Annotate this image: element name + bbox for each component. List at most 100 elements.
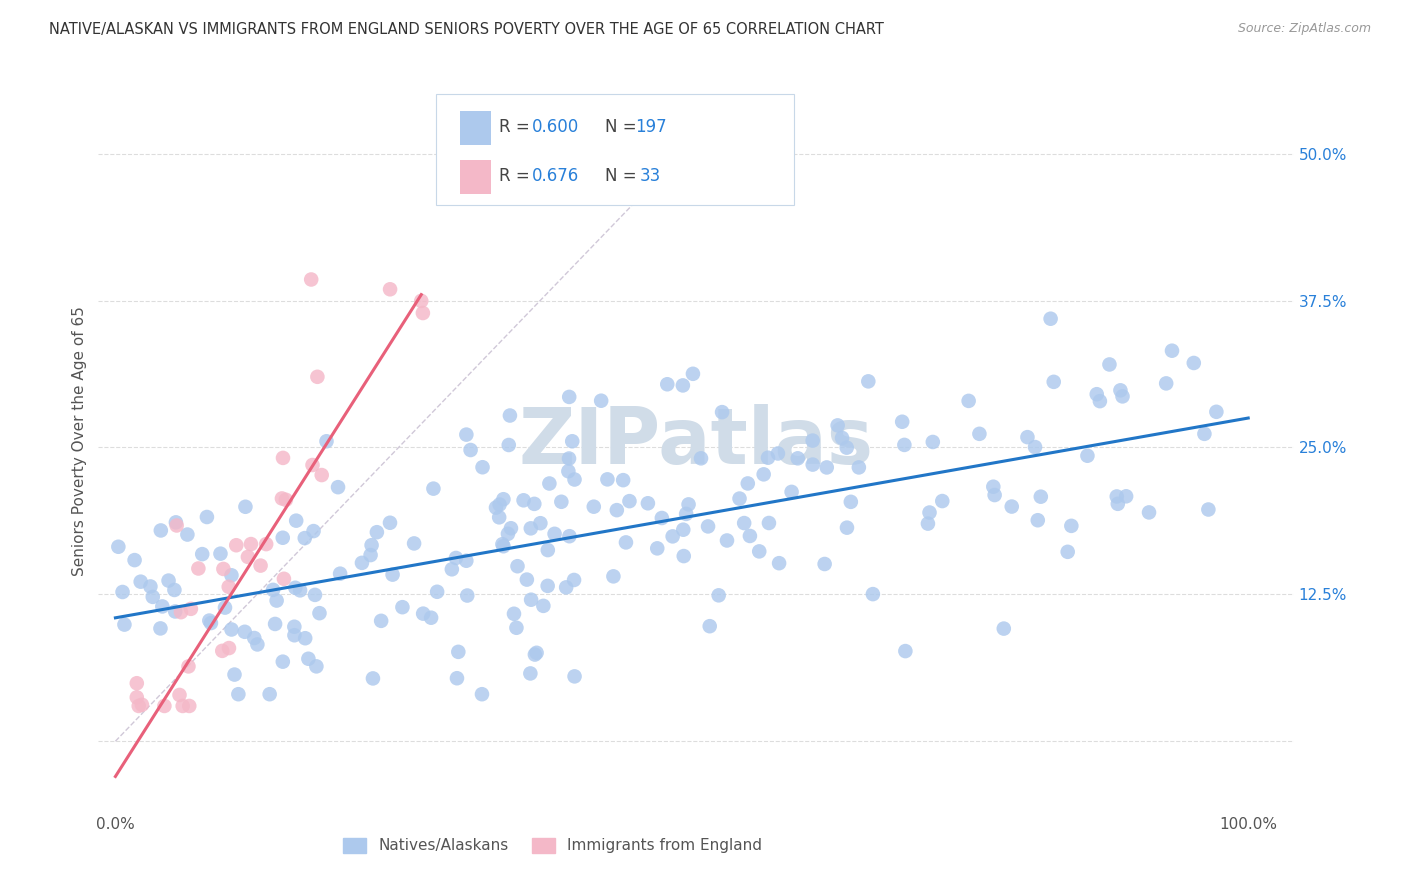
Text: 33: 33	[640, 168, 661, 186]
Point	[983, 488, 1005, 502]
Point	[918, 506, 941, 520]
Point	[301, 458, 323, 472]
Point	[768, 556, 790, 570]
Text: ZIPatlas: ZIPatlas	[519, 403, 873, 480]
Point	[221, 623, 243, 637]
Legend: Natives/Alaskans, Immigrants from England: Natives/Alaskans, Immigrants from Englan…	[337, 831, 768, 860]
Point	[456, 427, 478, 442]
Point	[862, 587, 884, 601]
Point	[488, 498, 510, 512]
Point	[284, 581, 307, 595]
Point	[1076, 449, 1098, 463]
Point	[827, 418, 849, 433]
Point	[224, 667, 246, 681]
Point	[411, 293, 433, 308]
Point	[831, 431, 853, 445]
Point	[839, 495, 862, 509]
Point	[917, 516, 939, 531]
Point	[780, 484, 803, 499]
Point	[329, 566, 352, 581]
Point	[1056, 545, 1078, 559]
Point	[602, 569, 624, 583]
Point	[129, 574, 152, 589]
Point	[236, 549, 259, 564]
Point	[142, 590, 165, 604]
Point	[523, 648, 546, 662]
Text: R =: R =	[499, 118, 536, 136]
Point	[124, 553, 146, 567]
Point	[891, 415, 914, 429]
Point	[492, 492, 515, 507]
Point	[1026, 513, 1049, 527]
Point	[315, 434, 337, 449]
Point	[512, 493, 534, 508]
Point	[485, 500, 508, 515]
Point	[1197, 502, 1219, 516]
Point	[520, 521, 543, 535]
Point	[426, 584, 449, 599]
Point	[657, 377, 679, 392]
Point	[699, 619, 721, 633]
Point	[1105, 490, 1128, 504]
Point	[519, 666, 541, 681]
Point	[259, 687, 281, 701]
Point	[492, 539, 515, 553]
Point	[165, 604, 187, 618]
Point	[651, 511, 673, 525]
Point	[381, 567, 404, 582]
Point	[180, 602, 202, 616]
Point	[422, 482, 444, 496]
Point	[531, 599, 554, 613]
Point	[748, 544, 770, 558]
Point	[756, 450, 779, 465]
Point	[456, 554, 478, 568]
Point	[166, 518, 188, 533]
Point	[1109, 384, 1132, 398]
Point	[606, 503, 628, 517]
Point	[1154, 376, 1177, 391]
Point	[520, 592, 543, 607]
Point	[285, 514, 308, 528]
Point	[1042, 375, 1064, 389]
Point	[271, 531, 294, 545]
Point	[801, 434, 824, 448]
Point	[170, 605, 193, 619]
Point	[114, 617, 136, 632]
Point	[506, 559, 529, 574]
Point	[294, 531, 316, 545]
Point	[274, 492, 297, 507]
Point	[786, 451, 808, 466]
Point	[858, 375, 880, 389]
Point	[420, 611, 443, 625]
Point	[981, 480, 1004, 494]
Point	[543, 526, 565, 541]
Point	[499, 521, 522, 535]
Point	[526, 646, 548, 660]
Point	[1001, 500, 1024, 514]
Point	[716, 533, 738, 548]
Text: 197: 197	[636, 118, 666, 136]
Point	[198, 614, 221, 628]
Point	[672, 549, 695, 563]
Point	[591, 393, 613, 408]
Point	[262, 582, 284, 597]
Point	[690, 451, 713, 466]
Point	[848, 460, 870, 475]
Point	[444, 551, 467, 566]
Text: 0.600: 0.600	[531, 118, 579, 136]
Point	[737, 476, 759, 491]
Point	[308, 606, 330, 620]
Point	[1111, 389, 1133, 403]
Point	[139, 579, 162, 593]
Point	[561, 434, 583, 449]
Point	[165, 516, 187, 530]
Point	[1115, 489, 1137, 503]
Point	[728, 491, 751, 506]
Point	[835, 441, 858, 455]
Point	[814, 557, 837, 571]
Point	[496, 526, 519, 541]
Point	[752, 467, 775, 482]
Point	[835, 521, 858, 535]
Point	[582, 500, 605, 514]
Point	[456, 589, 478, 603]
